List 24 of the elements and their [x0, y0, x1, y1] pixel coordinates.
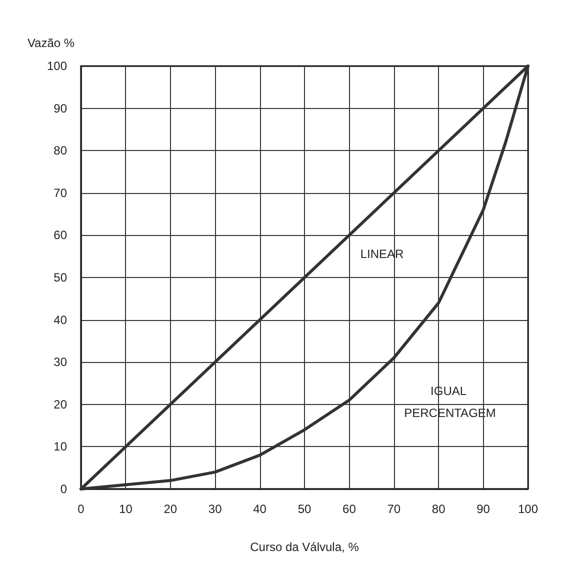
y-tick-label: 90: [54, 101, 68, 116]
y-tick-label: 10: [54, 440, 68, 454]
y-tick-label: 80: [54, 144, 68, 158]
x-tick-label: 100: [518, 502, 538, 516]
x-tick-label: 20: [164, 502, 178, 516]
x-tick-label: 80: [432, 502, 446, 516]
x-tick-label: 90: [476, 502, 490, 516]
x-tick-label: 70: [387, 502, 401, 516]
y-tick-label: 0: [60, 482, 68, 496]
x-tick-label: 10: [119, 502, 133, 516]
x-tick-label: 0: [78, 502, 85, 516]
y-tick-label: 50: [54, 270, 68, 284]
x-tick-label: 60: [342, 502, 356, 516]
y-tick-label: 100: [46, 59, 68, 73]
y-axis-title: Vazão %: [27, 36, 75, 50]
y-tick-label: 30: [54, 355, 68, 370]
y-tick-label: 60: [54, 228, 68, 242]
y-tick-label: 40: [54, 312, 68, 327]
x-tick-label: 30: [208, 502, 222, 516]
x-tick-label: 50: [298, 502, 312, 516]
y-tick-label: 20: [54, 397, 68, 412]
x-tick-label: 40: [253, 502, 267, 516]
x-axis-title: Curso da Válvula, %: [250, 540, 360, 554]
y-tick-label: 70: [54, 186, 68, 200]
